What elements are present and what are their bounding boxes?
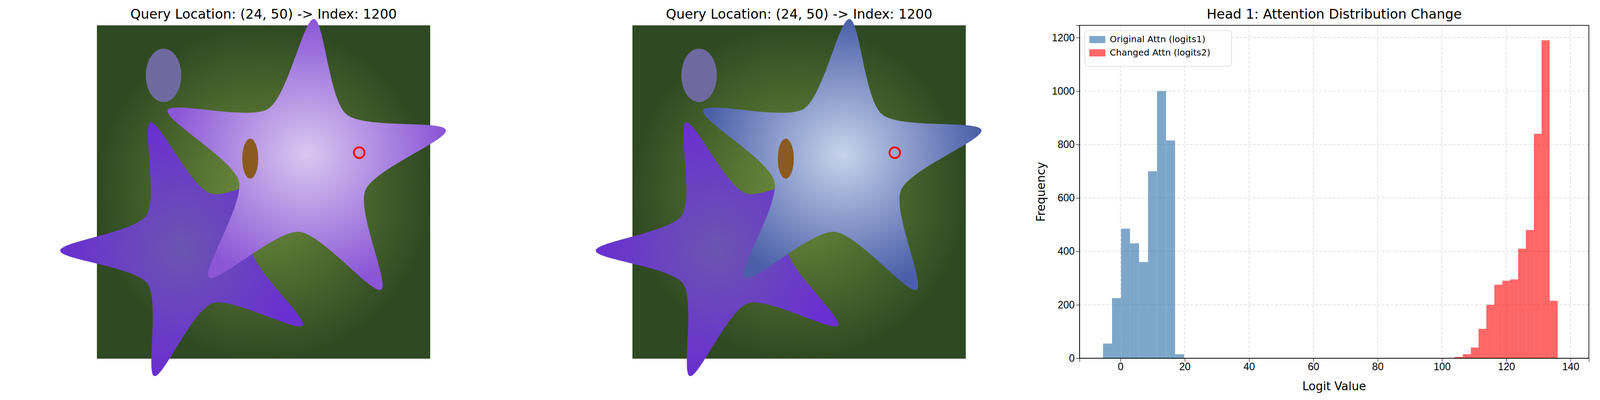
histogram-bar — [1120, 228, 1130, 359]
x-tick-label: 0 — [1117, 360, 1124, 373]
x-tick: 40 — [1243, 358, 1256, 373]
y-axis-line — [1076, 25, 1080, 359]
legend-swatch — [1089, 36, 1106, 44]
grid-line — [1312, 25, 1314, 359]
y-tick: 800 — [1057, 138, 1080, 151]
histogram-bar — [1541, 40, 1550, 359]
histogram-bar — [1148, 171, 1157, 359]
y-tick-label: 400 — [1057, 245, 1075, 257]
grid-line — [1079, 144, 1589, 145]
y-tick-label: 600 — [1057, 192, 1075, 204]
x-tick-label: 120 — [1497, 360, 1515, 373]
y-tick: 0 — [1068, 352, 1080, 364]
x-axis-title: Logit Value — [1302, 379, 1367, 393]
query-marker — [353, 147, 365, 159]
y-tick: 200 — [1057, 299, 1080, 311]
y-tick: 600 — [1057, 192, 1080, 204]
histogram-bar — [1175, 354, 1184, 359]
plot-frame — [1079, 25, 1589, 359]
x-tick-label: 80 — [1372, 360, 1384, 373]
image-title: Query Location: (24, 50) -> Index: 1200 — [665, 6, 933, 22]
y-tick-mark — [1076, 251, 1080, 252]
x-tick: 80 — [1372, 358, 1384, 373]
figure: Query Location: (24, 50) -> Index: 1200 Q… — [0, 0, 1600, 400]
histogram-bar — [1549, 300, 1558, 359]
grid-line — [1079, 90, 1589, 92]
grid-line — [1441, 25, 1443, 359]
y-tick-label: 1200 — [1052, 32, 1075, 44]
x-tick-label: 140 — [1562, 360, 1580, 373]
x-tick: 100 — [1433, 358, 1451, 373]
y-tick-mark — [1076, 197, 1080, 199]
histogram-bar — [1156, 91, 1166, 359]
x-axis: 0 20 40 60 80 100 120 140 — [1080, 358, 1590, 373]
x-tick-label: 40 — [1243, 360, 1256, 373]
y-tick-mark — [1076, 144, 1080, 145]
histogram-bar — [1518, 248, 1526, 359]
image-title: Query Location: (24, 50) -> Index: 1200 — [130, 6, 397, 22]
legend-label: Changed Attn (logits2) — [1109, 47, 1211, 58]
histogram-bar — [1502, 280, 1510, 359]
histogram-bar — [1166, 140, 1176, 359]
histogram-bar — [1525, 229, 1534, 359]
histogram-bar — [1462, 354, 1471, 359]
x-tick-label: 100 — [1433, 360, 1451, 373]
histogram-bar — [1510, 279, 1519, 359]
x-tick: 140 — [1562, 358, 1580, 373]
bee — [777, 138, 794, 179]
histogram-bar — [1470, 347, 1479, 359]
y-tick-mark — [1076, 37, 1080, 39]
bee — [242, 138, 259, 179]
histogram-bar — [1139, 262, 1148, 359]
x-tick: 20 — [1179, 358, 1191, 373]
grid-line — [1570, 25, 1571, 359]
y-tick-label: 200 — [1057, 299, 1075, 311]
x-tick-label: 20 — [1179, 360, 1191, 373]
legend-box — [1084, 30, 1232, 67]
histogram-bar — [1494, 284, 1503, 359]
grid-line — [1248, 25, 1250, 359]
grid — [1079, 25, 1589, 359]
histogram-bar — [1130, 243, 1140, 359]
y-tick-label: 1000 — [1052, 85, 1075, 97]
y-tick-label: 0 — [1068, 352, 1075, 364]
histogram-bar — [1486, 304, 1495, 359]
legend: Original Attn (logits1) Changed Attn (log… — [1084, 30, 1232, 67]
x-tick: 120 — [1497, 358, 1515, 373]
x-tick: 0 — [1117, 358, 1124, 373]
flower-bud — [681, 48, 717, 103]
y-tick: 1000 — [1052, 85, 1080, 97]
x-tick-label: 60 — [1308, 360, 1320, 373]
y-axis: 0 200 400 600 800 1000 1200 — [1052, 25, 1080, 364]
flower — [703, 19, 982, 291]
x-tick: 60 — [1308, 358, 1320, 373]
histogram-bar — [1478, 328, 1487, 359]
bars — [1103, 40, 1558, 359]
flower — [167, 19, 447, 291]
y-tick: 1200 — [1052, 32, 1080, 44]
grid-line — [1184, 25, 1185, 359]
grid-line — [1377, 25, 1378, 359]
query-marker — [889, 147, 900, 159]
y-tick-mark — [1076, 304, 1080, 306]
histogram-bar — [1112, 298, 1121, 359]
y-axis-title: Frequency — [1034, 161, 1048, 222]
histogram-bar — [1103, 343, 1112, 359]
y-tick-label: 800 — [1057, 138, 1075, 151]
legend-label: Original Attn (logits1) — [1109, 33, 1206, 45]
image-panel — [596, 19, 982, 377]
y-tick-mark — [1076, 91, 1080, 92]
image-panel — [60, 19, 447, 377]
flower-bud — [145, 48, 182, 103]
y-tick: 400 — [1057, 245, 1080, 257]
y-tick-mark — [1076, 358, 1080, 359]
chart-title: Head 1: Attention Distribution Change — [1206, 6, 1462, 22]
legend-swatch — [1089, 49, 1106, 57]
histogram-bar — [1533, 133, 1542, 359]
